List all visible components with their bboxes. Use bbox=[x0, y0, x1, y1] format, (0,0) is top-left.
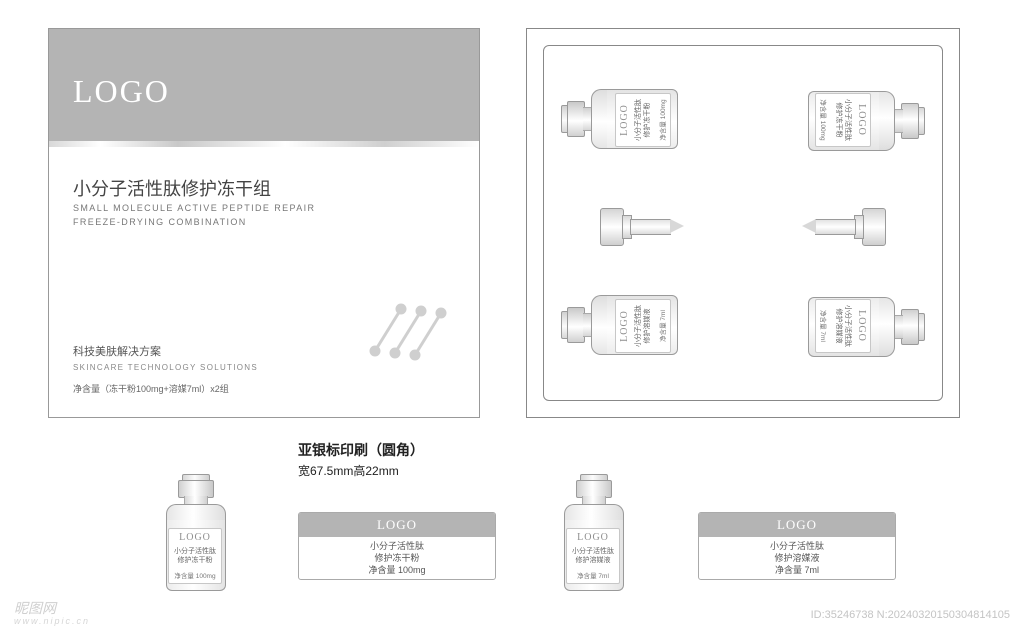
molecule-icon bbox=[367, 297, 451, 361]
tray-bottle-solvent-bottom-left: LOGO 小分子活性肽修护溶媒液 净含量 7ml bbox=[561, 289, 681, 363]
bottom-bottle-solvent: LOGO 小分子活性肽修护溶媒液 净含量 7ml bbox=[556, 474, 630, 594]
tagline-cn: 科技美肤解决方案 bbox=[73, 343, 258, 359]
watermark-right: ID:35246738 N:20240320150304814105 bbox=[811, 608, 1010, 622]
tray-panel: LOGO 小分子活性肽修护冻干粉 净含量 100mg LOGO 小分子活性肽修护… bbox=[526, 28, 960, 418]
tray-dropper-left bbox=[600, 204, 686, 248]
tray-dropper-right bbox=[800, 204, 886, 248]
outer-box-logo: LOGO bbox=[73, 73, 170, 110]
label-chip-logo: LOGO bbox=[699, 513, 895, 537]
tray-bottle-solvent-bottom-right: LOGO 小分子活性肽修护溶媒液 净含量 7ml bbox=[805, 289, 925, 363]
bottom-label-chip-powder: LOGO 小分子活性肽 修护冻干粉 净含量 100mg bbox=[298, 512, 496, 580]
tagline-en: SKINCARE TECHNOLOGY SOLUTIONS bbox=[73, 363, 258, 372]
tray-bottle-powder-top-left: LOGO 小分子活性肽修护冻干粉 净含量 100mg bbox=[561, 83, 681, 157]
bottom-label-chip-solvent: LOGO 小分子活性肽 修护溶媒液 净含量 7ml bbox=[698, 512, 896, 580]
bottle-logo: LOGO bbox=[619, 104, 630, 136]
watermark-left: 昵图网 www.nipic.cn bbox=[14, 598, 90, 626]
tray-bottle-powder-top-right: LOGO 小分子活性肽修护冻干粉 净含量 100mg bbox=[805, 83, 925, 157]
net-weight-text: 净含量（冻干粉100mg+溶媒7ml）x2组 bbox=[73, 382, 258, 395]
outer-box-lower-block: 科技美肤解决方案 SKINCARE TECHNOLOGY SOLUTIONS 净… bbox=[73, 343, 258, 395]
bottle-logo: LOGO bbox=[856, 104, 867, 136]
bottle-logo: LOGO bbox=[856, 310, 867, 342]
label-spec-title: 亚银标印刷（圆角） bbox=[298, 440, 424, 460]
outer-box-body: 小分子活性肽修护冻干组 SMALL MOLECULE ACTIVE PEPTID… bbox=[49, 147, 479, 417]
outer-box-header: LOGO bbox=[49, 29, 479, 141]
bottom-bottle-powder: LOGO 小分子活性肽修护冻干粉 净含量 100mg bbox=[158, 474, 232, 594]
outer-box-panel: LOGO 小分子活性肽修护冻干组 SMALL MOLECULE ACTIVE P… bbox=[48, 28, 480, 418]
product-title-en: SMALL MOLECULE ACTIVE PEPTIDE REPAIR FRE… bbox=[73, 201, 315, 230]
tray-inner-border: LOGO 小分子活性肽修护冻干粉 净含量 100mg LOGO 小分子活性肽修护… bbox=[543, 45, 943, 401]
product-title-cn: 小分子活性肽修护冻干组 bbox=[73, 175, 271, 201]
bottle-logo: LOGO bbox=[619, 310, 630, 342]
label-chip-logo: LOGO bbox=[299, 513, 495, 537]
bottle-logo: LOGO bbox=[577, 532, 609, 543]
design-canvas: LOGO 小分子活性肽修护冻干组 SMALL MOLECULE ACTIVE P… bbox=[0, 0, 1024, 632]
bottle-logo: LOGO bbox=[179, 532, 211, 543]
label-spec-dimensions: 宽67.5mm高22mm bbox=[298, 462, 399, 479]
